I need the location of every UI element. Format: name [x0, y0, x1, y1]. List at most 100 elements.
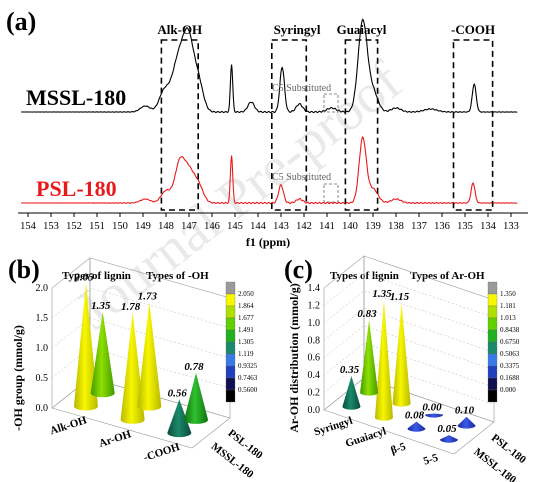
z-tick-label: 0.5 — [36, 373, 49, 384]
colorbar-tick-label: 2.050 — [238, 290, 254, 298]
cone-mark — [342, 376, 361, 410]
z-grid-line — [51, 257, 231, 299]
region-box — [452, 39, 494, 211]
z-tick-label: 2.0 — [36, 283, 49, 294]
substituted-label-psl: C5 Substituted — [272, 172, 331, 183]
panel-c: (c) Types of lignin Types of Ar-OH Ar-OH… — [284, 255, 529, 482]
colorbar-segment — [225, 341, 236, 355]
z-grid-line — [323, 325, 495, 370]
colorbar-tick-label: 0.6750 — [500, 338, 520, 346]
z-grid-line — [323, 290, 495, 336]
colorbar-segment — [487, 365, 498, 379]
colorbar-tick-label: 0.000 — [500, 386, 516, 394]
colorbar-segment — [487, 329, 498, 343]
region-box — [270, 39, 308, 211]
cone-mark — [439, 435, 458, 443]
cone-mark — [73, 283, 98, 411]
panel-c-legend-cols: Types of Ar-OH — [410, 270, 485, 282]
substituted-box-mssl — [323, 93, 339, 113]
panel-a-regions: Alk-OH Syringyl Guaiacyl -COOH — [157, 22, 495, 211]
category-label: -COOH — [142, 441, 182, 464]
category-label: Alk-OH — [49, 414, 89, 437]
z-tick-label: 0.0 — [36, 403, 49, 414]
colorbar-tick-label: 1.181 — [500, 302, 516, 310]
colorbar-segment — [487, 281, 498, 295]
colorbar-segment — [225, 365, 236, 379]
category-label: Ar-OH — [97, 428, 133, 450]
substituted-label-mssl: C5 Substituted — [272, 83, 331, 94]
panel-a-tick-label: 139 — [365, 221, 381, 232]
cone-value-label: 0.83 — [357, 308, 377, 320]
region-label: Alk-OH — [157, 22, 202, 37]
cone-value-label: 0.05 — [437, 423, 457, 435]
panel-a-tick-label: 140 — [342, 221, 358, 232]
panel-a-tick-label: 149 — [135, 221, 151, 232]
cone-mark — [457, 416, 476, 429]
z-grid-line — [323, 308, 495, 353]
spectrum-psl-180 — [21, 135, 518, 205]
colorbar-tick-label: 1.305 — [238, 338, 254, 346]
z-tick-label: 0.6 — [308, 353, 321, 364]
colorbar-tick-label: 1.864 — [238, 302, 254, 310]
colorbar-segment — [225, 377, 236, 391]
colorbar-tick-label: 0.3375 — [500, 362, 520, 370]
cone-value-label: 1.35 — [91, 300, 111, 312]
cone-value-label: 1.35 — [372, 288, 392, 300]
cone-mark — [137, 302, 162, 411]
z-tick-label: 1.5 — [36, 313, 49, 324]
z-tick-label: 0.0 — [308, 405, 321, 416]
substituted-box-psl — [323, 183, 339, 203]
colorbar-segment — [225, 305, 236, 319]
colorbar-tick-label: 0.5063 — [500, 350, 520, 358]
panel-b-axis-title: -OH group (mmol/g) — [11, 325, 25, 431]
colorbar-segment — [225, 293, 236, 307]
z-grid-line — [323, 377, 495, 423]
cone-value-label: 0.78 — [184, 361, 204, 373]
category-label: Syringyl — [313, 415, 354, 439]
cone-mark — [184, 372, 209, 424]
cone-mark — [407, 421, 426, 432]
panel-a-tick-label: 133 — [503, 221, 519, 232]
panel-a-tick-label: 150 — [112, 221, 128, 232]
colorbar-segment — [487, 353, 498, 367]
colorbar-segment — [225, 353, 236, 367]
panel-a-tick-label: 138 — [388, 221, 404, 232]
panel-a-tick-label: 148 — [158, 221, 174, 232]
panel-b-label: (b) — [8, 255, 40, 284]
panel-a-x-label: f1 (ppm) — [246, 235, 290, 249]
panel-a-tick-label: 143 — [273, 221, 289, 232]
cone-mark — [360, 320, 379, 396]
category-label: Guaiacyl — [344, 425, 388, 449]
panel-b-colorbar: 2.050 1.864 1.677 1.491 1.305 1.119 0.9325 0.74… — [225, 281, 258, 403]
panel-a-tick-label: 151 — [89, 221, 105, 232]
panel-c-cones: 0.05 0.08 1.35 0.35 0.10 0.00 1.15 0.83 — [340, 288, 476, 443]
z-grid-line — [51, 317, 231, 359]
cone-value-label: 0.35 — [340, 364, 360, 376]
colorbar-segment — [487, 317, 498, 331]
z-tick-label: 0.2 — [308, 388, 321, 399]
z-grid-line — [323, 255, 495, 301]
colorbar-tick-label: 0.1688 — [500, 374, 520, 382]
panel-a-tick-label: 134 — [480, 221, 497, 232]
panel-a-tick-label: 142 — [296, 221, 312, 232]
region-label: Syringyl — [274, 22, 321, 37]
panel-a-tick-label: 141 — [319, 221, 335, 232]
cone-mark — [392, 303, 411, 407]
z-tick-label: 1.4 — [308, 283, 321, 294]
panel-b-legend-cols: Types of -OH — [146, 270, 209, 282]
z-tick-label: 1.2 — [308, 300, 321, 311]
colorbar-segment — [487, 293, 498, 307]
colorbar-segment — [487, 341, 498, 355]
colorbar-segment — [225, 317, 236, 331]
cone-mark — [374, 299, 393, 421]
spectrum-label-mssl: MSSL-180 — [26, 85, 126, 110]
panel-a-tick-label: 153 — [43, 221, 59, 232]
panel-b-legend-rows: Types of lignin — [62, 270, 131, 282]
cone-mark — [425, 413, 444, 418]
colorbar-segment — [487, 377, 498, 391]
panel-a-label: (a) — [6, 7, 36, 36]
panel-a-tick-label: 144 — [250, 221, 267, 232]
panel-a-tick-label: 146 — [204, 221, 220, 232]
